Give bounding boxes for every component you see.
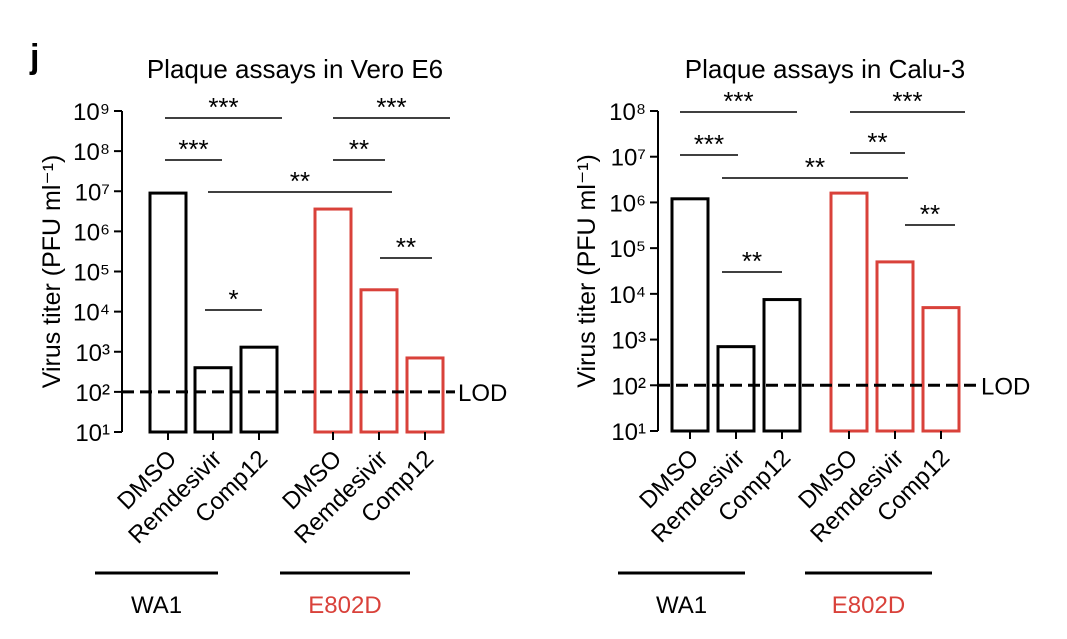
significance-label: ** [396, 232, 416, 262]
y-tick-label: 10⁸ [73, 139, 110, 166]
significance-label: *** [892, 86, 922, 116]
significance-label: ** [805, 152, 825, 182]
bar [193, 366, 233, 434]
y-tick-label: 10⁴ [609, 282, 646, 309]
legend-entry: E802D [832, 592, 905, 619]
bar [239, 345, 279, 434]
y-tick-label: 10³ [75, 340, 110, 367]
y-tick-label: 10⁴ [73, 300, 110, 327]
bar [148, 191, 188, 434]
significance-label: *** [208, 92, 238, 122]
y-tick-label: 10⁷ [75, 179, 110, 206]
chart-title: Plaque assays in Vero E6 [147, 54, 443, 84]
bar [670, 197, 710, 433]
significance-label: * [228, 284, 238, 314]
y-tick-label: 10¹ [75, 420, 110, 447]
y-tick-label: 10³ [611, 328, 646, 355]
legend-entry: WA1 [131, 592, 182, 619]
bar [716, 345, 756, 433]
reference-label: LOD [458, 380, 507, 407]
significance-label: ** [867, 127, 887, 157]
reference-label: LOD [981, 373, 1030, 400]
y-tick-label: 10¹ [611, 419, 646, 446]
y-tick-label: 10² [611, 373, 646, 400]
bar [405, 356, 445, 434]
y-tick-label: 10⁸ [609, 99, 646, 126]
significance-label: ** [920, 199, 940, 229]
y-axis-label: Virus titer (PFU ml⁻¹) [38, 155, 66, 389]
chart-title: Plaque assays in Calu-3 [685, 54, 965, 84]
panel-label: j [29, 38, 39, 76]
bar [829, 191, 869, 433]
bar [313, 207, 353, 434]
significance-label: *** [694, 129, 724, 159]
bar [921, 306, 961, 433]
bar [359, 288, 399, 434]
significance-label: ** [290, 166, 310, 196]
y-tick-label: 10⁵ [609, 236, 646, 263]
y-tick-label: 10⁶ [609, 190, 646, 217]
bar [875, 260, 915, 433]
legend-entry: WA1 [656, 592, 707, 619]
legend-entry: E802D [308, 592, 381, 619]
y-tick-label: 10² [75, 380, 110, 407]
y-tick-label: 10⁹ [73, 99, 110, 126]
bar [762, 298, 802, 433]
significance-label: ** [742, 246, 762, 276]
significance-label: *** [376, 92, 406, 122]
y-tick-label: 10⁶ [73, 219, 110, 246]
significance-label: ** [349, 134, 369, 164]
significance-label: *** [178, 134, 208, 164]
y-axis-label: Virus titer (PFU ml⁻¹) [573, 154, 601, 388]
y-tick-label: 10⁵ [73, 260, 110, 287]
y-tick-label: 10⁷ [611, 145, 646, 172]
significance-label: *** [723, 86, 753, 116]
